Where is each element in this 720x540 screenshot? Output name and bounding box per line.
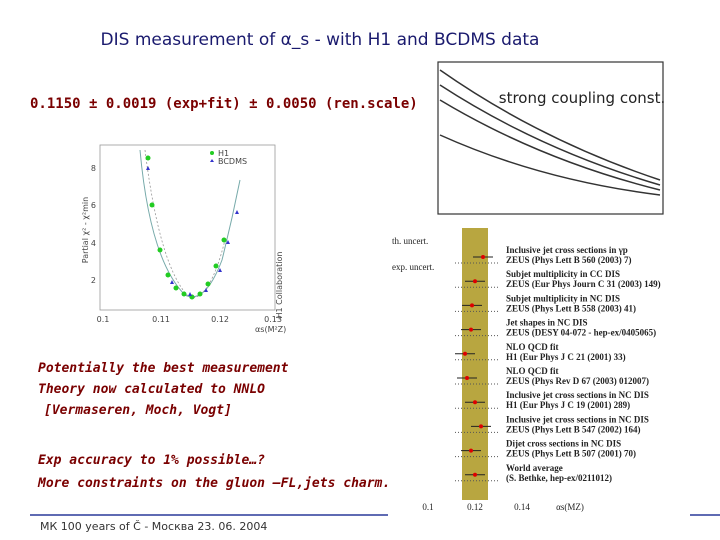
point bbox=[469, 448, 473, 453]
x-tick: 0.12 bbox=[467, 502, 483, 512]
x-label: αs(M²Z) bbox=[255, 325, 286, 334]
bullet: Potentially the best measurement bbox=[38, 361, 289, 376]
plot-label: strong coupling const. bbox=[499, 89, 666, 107]
entry-ref: ZEUS (Phys Lett B 547 (2002) 164) bbox=[506, 424, 641, 434]
entry-ref: ZEUS (Eur Phys Journ C 31 (2003) 149) bbox=[506, 279, 661, 289]
y-label: Partial χ² - χ²min bbox=[81, 197, 90, 263]
title: DIS measurement of α_s - with H1 and BCD… bbox=[101, 30, 540, 50]
entry-ref: ZEUS (Phys Rev D 67 (2003) 012007) bbox=[506, 376, 649, 386]
x-tick: 0.13 bbox=[264, 315, 282, 324]
x-label: αs(MZ) bbox=[556, 502, 584, 512]
entry-ref: H1 (Eur Phys J C 19 (2001) 289) bbox=[506, 400, 630, 410]
legend-h1: H1 bbox=[218, 149, 229, 158]
x-tick: 0.1 bbox=[97, 315, 110, 324]
entry-title: Inclusive jet cross sections in γp bbox=[506, 245, 628, 255]
entry-title: NLO QCD fit bbox=[506, 366, 559, 376]
uncert-label: th. uncert. bbox=[392, 236, 428, 246]
entry-title: Jet shapes in NC DIS bbox=[506, 318, 588, 328]
point bbox=[469, 327, 473, 332]
x-tick: 0.1 bbox=[422, 502, 433, 512]
entry-title: Dijet cross sections in NC DIS bbox=[506, 439, 621, 449]
y-tick: 8 bbox=[91, 164, 96, 173]
entry-title: Subjet multiplicity in NC DIS bbox=[506, 293, 620, 303]
entry-title: World average bbox=[506, 463, 563, 473]
entry-ref: H1 (Eur Phys J C 21 (2001) 33) bbox=[506, 352, 626, 362]
result: 0.1150 ± 0.0019 (exp+fit) ± 0.0050 (ren.… bbox=[30, 96, 418, 112]
entry-ref: (S. Bethke, hep-ex/0211012) bbox=[506, 473, 612, 483]
bullet: Theory now calculated to NNLO bbox=[38, 382, 265, 397]
entry-ref: ZEUS (Phys Lett B 507 (2001) 70) bbox=[506, 449, 636, 459]
y-tick: 6 bbox=[91, 201, 96, 210]
bullet: [Vermaseren, Moch, Vogt] bbox=[44, 403, 232, 418]
entry-title: Inclusive jet cross sections in NC DIS bbox=[506, 414, 649, 424]
uncert-label: exp. uncert. bbox=[392, 262, 434, 272]
top-right-plot bbox=[437, 61, 664, 215]
y-tick: 2 bbox=[91, 276, 96, 285]
legend-bcdms: BCDMS bbox=[218, 157, 247, 166]
point bbox=[463, 351, 467, 356]
x-tick: 0.14 bbox=[514, 502, 530, 512]
side-label: H1 Collaboration bbox=[275, 252, 284, 319]
point bbox=[479, 424, 483, 429]
point bbox=[473, 279, 477, 284]
entry-ref: ZEUS (DESY 04-072 - hep-ex/0405065) bbox=[506, 328, 656, 338]
entry-title: Inclusive jet cross sections in NC DIS bbox=[506, 390, 649, 400]
bullet: More constraints on the gluon –FL,jets c… bbox=[37, 476, 390, 491]
point bbox=[481, 255, 485, 259]
average-band bbox=[462, 228, 488, 500]
entry-title: Subjet multiplicity in CC DIS bbox=[506, 269, 620, 279]
footer: МК 100 years of Č - Москва 23. 06. 2004 bbox=[40, 520, 267, 533]
left-plot bbox=[99, 144, 276, 311]
point bbox=[465, 376, 469, 380]
entry-title: NLO QCD fit bbox=[506, 342, 559, 352]
point bbox=[473, 472, 477, 477]
point bbox=[473, 400, 477, 405]
y-tick: 4 bbox=[91, 239, 96, 248]
entry-ref: ZEUS (Phys Lett B 558 (2003) 41) bbox=[506, 303, 636, 313]
x-tick: 0.11 bbox=[152, 315, 170, 324]
x-tick: 0.12 bbox=[211, 315, 229, 324]
bullet: Exp accuracy to 1% possible…? bbox=[38, 453, 265, 468]
entry-ref: ZEUS (Phys Lett B 560 (2003) 7) bbox=[506, 255, 632, 265]
point bbox=[470, 303, 474, 308]
